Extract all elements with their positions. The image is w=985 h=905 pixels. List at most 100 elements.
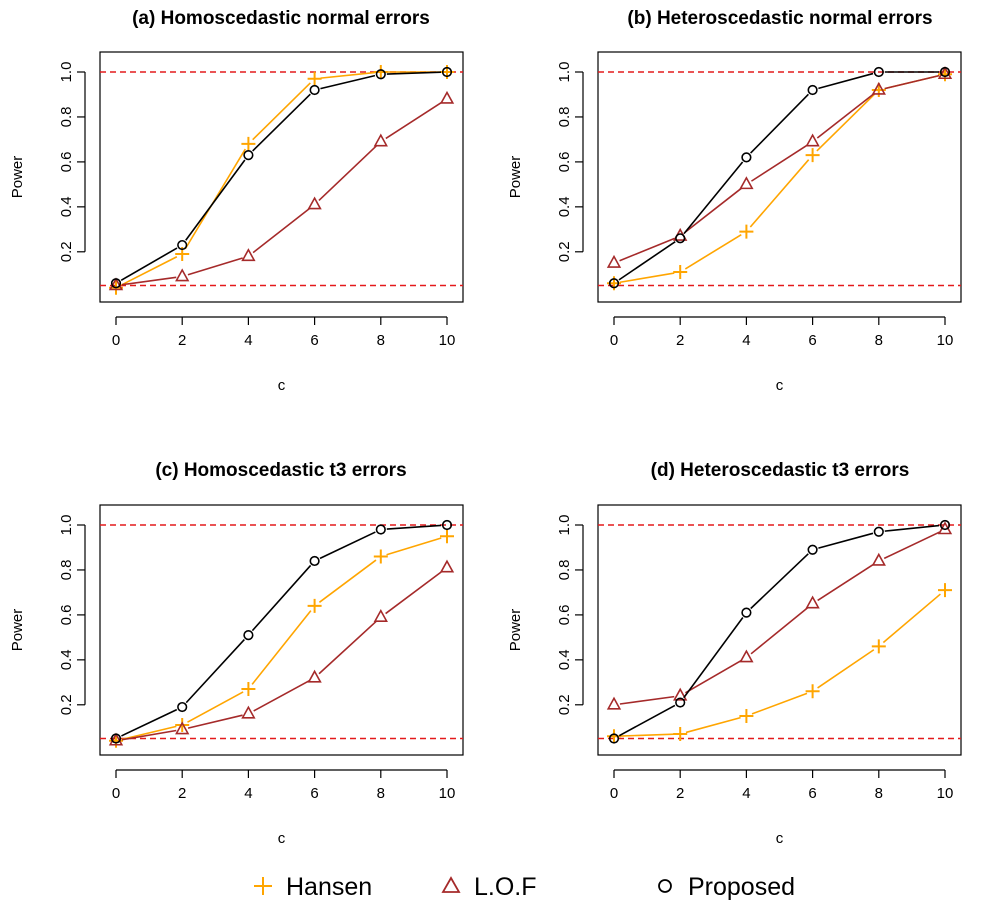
data-point [309,555,320,567]
x-tick-label: 4 [742,332,750,349]
series-line-segment [121,276,177,286]
series-line-segment [750,553,809,610]
x-tick-label: 10 [439,785,456,802]
data-point [805,595,820,609]
panel-title: (d) Heteroscedastic t3 errors [651,460,910,481]
series-line-segment [121,708,178,737]
y-tick-label: 0.2 [58,241,75,262]
data-point [108,732,124,746]
series-line-segment [318,145,378,202]
data-point [739,224,754,239]
data-point [739,649,754,663]
series-line-segment [385,570,443,615]
series-line-segment [187,714,243,729]
data-point [441,66,453,78]
y-tick-label: 1.0 [556,62,573,83]
x-tick-label: 4 [742,785,750,802]
plot-frame [597,504,962,756]
series-line-segment [683,161,744,235]
y-tick-label: 0.4 [58,196,75,217]
y-tick-label: 1.0 [58,62,75,83]
data-point [807,84,818,96]
data-point [241,705,256,719]
legend-label: Proposed [688,873,795,901]
series-line-segment [684,659,742,694]
series-line-segment [386,537,442,556]
series-line-segment [187,691,244,723]
x-tick-label: 2 [178,332,186,349]
data-point [177,701,188,713]
x-tick-label: 8 [377,785,385,802]
x-tick-label: 0 [610,332,618,349]
series-line-segment [619,733,675,737]
panel-3: (d) Heteroscedastic t3 errors 0 2 4 6 8 10 c 0.2… [507,460,962,847]
data-point [175,718,190,733]
y-tick-label: 0.4 [556,196,573,217]
series-line-segment [251,610,312,685]
plot-frame [99,51,464,303]
series-line-segment [251,564,312,632]
series-line-segment [619,237,675,262]
data-point [675,233,686,244]
data-point [608,278,620,289]
data-point [307,71,322,86]
data-point [805,684,820,699]
x-tick-label: 2 [676,785,684,802]
legend-item-lof: L.O.F [441,873,537,901]
series-line-segment [252,93,311,152]
series-hansen [607,583,952,744]
legend-marker [658,879,672,893]
series-lof [606,521,953,710]
x-axis-label: c [776,830,784,847]
x-tick-label: 2 [178,785,186,802]
series-line-segment [816,93,876,152]
y-tick-label: 0.2 [58,694,75,715]
series-line-segment [386,524,442,530]
panel-0: (a) Homoscedastic normal errors 0 2 4 6 8 10 c 0… [9,8,464,394]
series-line-segment [749,159,810,228]
y-tick-label: 0.8 [58,560,75,581]
data-point [673,265,688,280]
data-point [241,682,256,697]
series-line-segment [685,716,741,734]
y-tick-label: 0.8 [556,107,573,128]
data-point [175,268,190,282]
x-tick-label: 0 [112,785,120,802]
series-hansen [109,529,454,748]
data-point [873,66,884,78]
data-point [373,65,388,79]
data-point [805,148,820,163]
x-tick-label: 8 [377,332,385,349]
y-tick-label: 0.4 [58,649,75,670]
series-line-segment [185,638,245,704]
data-point [937,66,953,80]
y-tick-label: 0.6 [556,151,573,172]
x-axis-label: c [776,377,784,394]
x-tick-label: 6 [808,332,816,349]
series-line-segment [619,272,675,284]
series-line-segment [751,144,808,182]
series-line-segment [185,159,246,241]
data-point [807,544,818,555]
y-axis-label: Power [507,156,524,199]
data-point [307,669,322,683]
series-line-segment [684,234,742,270]
series-line-segment [818,532,874,549]
data-point [741,152,752,163]
series-line-segment [684,187,743,233]
data-point [938,583,952,598]
series-line-segment [618,704,676,737]
data-point [805,133,820,147]
x-tick-label: 2 [676,332,684,349]
data-point [739,709,754,724]
data-point [373,608,388,622]
data-point [241,136,256,151]
data-point [375,524,386,535]
data-point [373,549,388,564]
series-line-segment [252,82,311,141]
plot-frame [597,51,962,303]
legend-marker [254,877,272,895]
series-line-segment [318,620,377,675]
series-line-segment [320,71,375,79]
series-line-segment [120,256,178,286]
